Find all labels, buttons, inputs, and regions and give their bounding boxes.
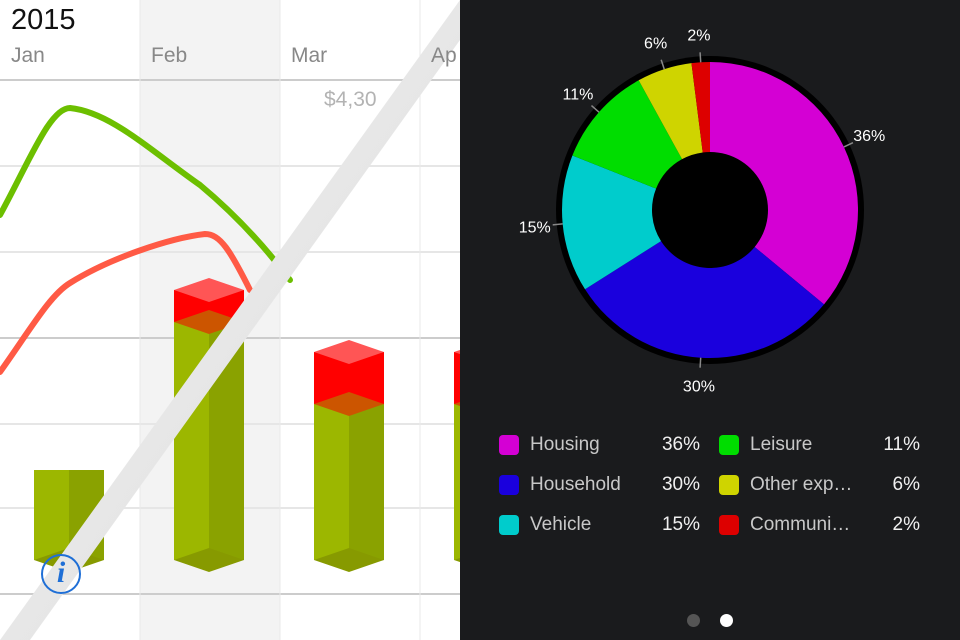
page-dot-1[interactable] [687,614,700,627]
slice-label-other: 6% [644,36,667,53]
bar-shade [349,404,384,560]
legend-swatch-vehicle [499,515,519,535]
donut-slice-leisure [572,80,683,189]
bar-top [174,278,244,302]
month-label-feb: Feb [151,44,188,67]
donut-slice-communication [691,62,710,153]
legend-label-other: Other exp… [750,474,853,495]
legend-swatch-communication [719,515,739,535]
slice-label-communication: 2% [687,27,710,44]
tooltip-amount: $4,30 [324,88,377,111]
slice-leader-line [552,223,563,226]
legend-label-communication: Communi… [750,514,851,535]
slice-label-vehicle: 15% [519,220,551,237]
legend-swatch-other [719,475,739,495]
trend-lines [0,104,293,375]
legend-swatch-leisure [719,435,739,455]
month-label-jan: Jan [11,44,45,67]
legend-swatch-housing [499,435,519,455]
legend-value-household: 30% [661,474,700,495]
stacked-bar [174,278,244,572]
donut-hole [654,154,766,266]
legend-value-leisure: 11% [883,434,920,455]
slice-label-household: 30% [683,379,715,396]
stacked-bar [314,340,384,572]
page-dot-2[interactable] [720,614,733,627]
legend-value-housing: 36% [661,434,700,455]
donut-slice-other [638,63,703,160]
slice-leader-line [660,59,665,70]
legend-label-household: Household [530,474,621,495]
bar-top [314,340,384,364]
month-label-mar: Mar [291,44,328,67]
legend-value-vehicle: 15% [661,514,700,535]
legend-swatch-household [499,475,519,495]
info-glyph: i [56,556,66,589]
legend-label-housing: Housing [530,434,600,455]
slice-leader-line [843,142,854,148]
legend-label-vehicle: Vehicle [530,514,592,535]
bar-base [314,548,384,572]
slice-leader-line [699,357,702,368]
donut-slice-household [585,241,825,358]
line-series-red [0,230,253,375]
donut-slice-housing [710,62,859,305]
line-series-green [0,104,293,283]
year-title: 2015 [11,4,76,36]
bar-base [174,548,244,572]
info-icon[interactable]: i [41,554,81,594]
page-curl [0,0,460,640]
month-label-apr: Ap [431,44,457,67]
legend-label-leisure: Leisure [750,434,813,455]
slice-label-housing: 36% [853,128,885,145]
slice-leader-line [590,104,600,113]
donut-slice-vehicle [562,155,662,290]
legend-value-communication: 2% [892,514,920,535]
slice-label-leisure: 11% [563,87,594,104]
bar-joint [314,392,384,416]
legend-value-other: 6% [892,474,920,495]
slice-leader-line [699,52,702,63]
